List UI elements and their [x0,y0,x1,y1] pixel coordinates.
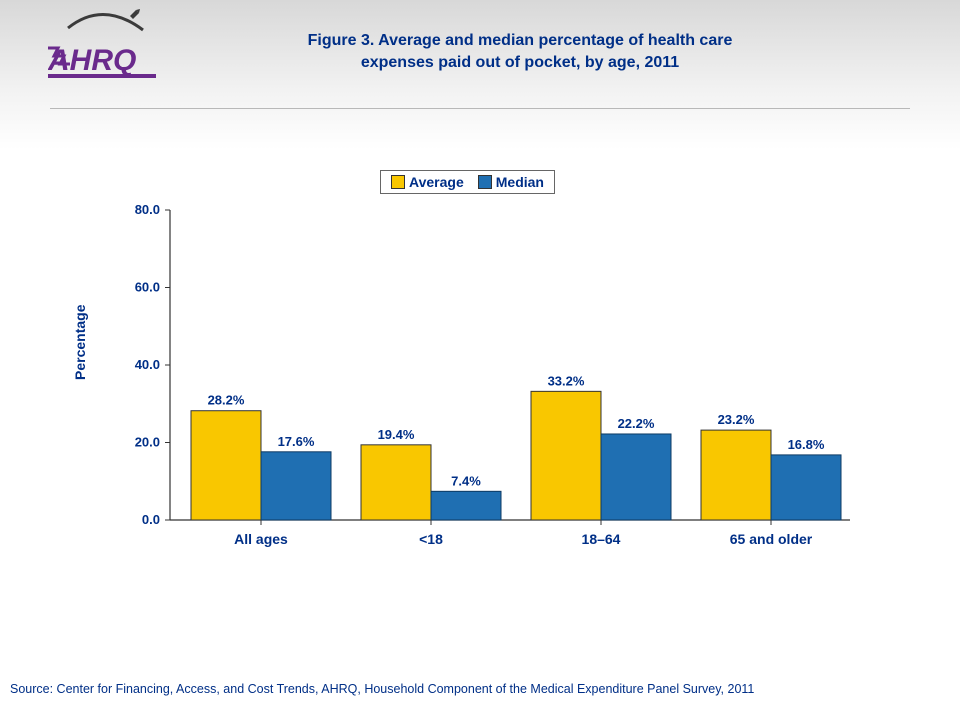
svg-text:23.2%: 23.2% [718,412,755,427]
legend-item-average: Average [391,174,464,190]
figure-title: Figure 3. Average and median percentage … [240,30,800,73]
svg-text:7.4%: 7.4% [451,473,481,488]
svg-text:16.8%: 16.8% [788,437,825,452]
svg-text:33.2%: 33.2% [548,373,585,388]
chart-legend: Average Median [380,170,555,194]
bar-chart: 0.0 20.0 40.0 60.0 80.0 28.2% 17.6% All ages 19.… [80,200,880,570]
svg-text:0.0: 0.0 [142,512,160,527]
svg-text:All ages: All ages [234,531,288,547]
svg-text:22.2%: 22.2% [618,416,655,431]
svg-text:60.0: 60.0 [135,280,160,295]
title-line-2: expenses paid out of pocket, by age, 201… [361,54,679,71]
header-rule [50,108,910,109]
svg-text:17.6%: 17.6% [278,434,315,449]
svg-text:65 and older: 65 and older [730,531,813,547]
ahrq-logo: AHRQ [48,8,158,88]
svg-text:80.0: 80.0 [135,202,160,217]
legend-label-median: Median [496,174,544,190]
legend-label-average: Average [409,174,464,190]
svg-text:<18: <18 [419,531,443,547]
source-citation: Source: Center for Financing, Access, an… [10,682,950,696]
chart-svg: 0.0 20.0 40.0 60.0 80.0 28.2% 17.6% All ages 19.… [80,200,880,570]
svg-text:18–64: 18–64 [582,531,621,547]
title-line-1: Figure 3. Average and median percentage … [308,32,733,49]
header-band: AHRQ Figure 3. Average and median percen… [0,0,960,150]
legend-swatch-average [391,175,405,189]
svg-text:19.4%: 19.4% [378,427,415,442]
svg-text:28.2%: 28.2% [208,393,245,408]
svg-text:20.0: 20.0 [135,435,160,450]
legend-swatch-median [478,175,492,189]
legend-item-median: Median [478,174,544,190]
svg-text:40.0: 40.0 [135,357,160,372]
